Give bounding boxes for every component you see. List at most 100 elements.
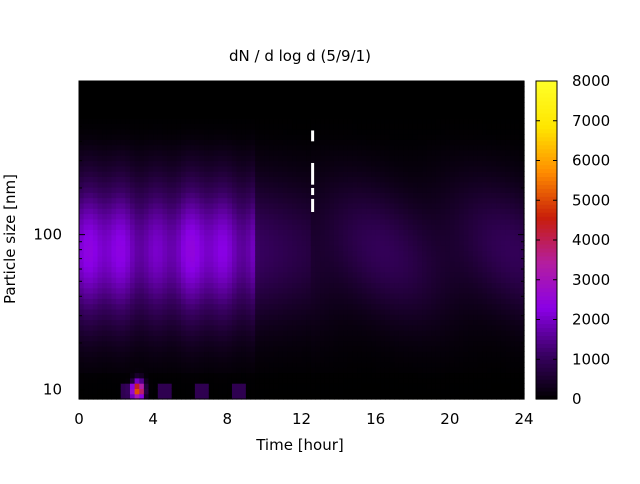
heatmap-cell <box>190 245 196 252</box>
heatmap-cell <box>320 234 326 241</box>
heatmap-cell <box>213 351 219 358</box>
heatmap-cell <box>162 340 168 347</box>
heatmap-cell <box>417 377 423 384</box>
heatmap-cell <box>389 240 395 246</box>
heatmap-cell <box>273 271 279 278</box>
heatmap-cell <box>324 139 330 146</box>
heatmap-cell <box>338 192 344 199</box>
heatmap-cell <box>218 91 224 98</box>
heatmap-cell <box>102 176 108 183</box>
heatmap-cell <box>157 213 164 220</box>
heatmap-cell <box>306 314 312 321</box>
heatmap-cell <box>255 171 261 177</box>
heatmap-cell <box>185 192 191 199</box>
heatmap-cell <box>352 91 358 98</box>
heatmap-cell <box>199 208 205 215</box>
heatmap-cell <box>106 192 113 199</box>
heatmap-cell <box>213 250 219 257</box>
heatmap-cell <box>218 330 224 336</box>
heatmap-cell <box>282 356 289 363</box>
heatmap-cell <box>236 181 242 188</box>
heatmap-cell <box>278 250 284 257</box>
heatmap-cell <box>241 81 247 87</box>
heatmap-cell <box>389 91 395 98</box>
heatmap-cell <box>153 91 159 98</box>
heatmap-cell <box>287 314 293 321</box>
heatmap-cell <box>129 176 136 183</box>
heatmap-cell <box>426 330 432 336</box>
heatmap-cell <box>218 319 224 326</box>
heatmap-cell <box>153 314 159 321</box>
heatmap-cell <box>375 240 381 246</box>
heatmap-cell <box>129 372 136 379</box>
heatmap-cell <box>459 303 465 310</box>
heatmap-cell <box>449 261 456 268</box>
heatmap-cell <box>97 377 103 384</box>
heatmap-cell <box>143 229 150 236</box>
heatmap-cell <box>287 197 293 204</box>
heatmap-cell <box>292 303 298 310</box>
heatmap-cell <box>245 298 252 305</box>
heatmap-cell <box>357 271 363 278</box>
heatmap-cell <box>329 277 335 283</box>
heatmap-cell <box>347 218 354 225</box>
heatmap-cell <box>129 261 136 268</box>
heatmap-cell <box>389 197 395 204</box>
heatmap-cell <box>301 171 307 177</box>
heatmap-cell <box>106 271 113 278</box>
heatmap-cell <box>231 149 238 156</box>
heatmap-cell <box>129 377 136 384</box>
heatmap-cell <box>320 213 326 220</box>
heatmap-cell <box>185 293 191 299</box>
heatmap-cell <box>111 314 117 321</box>
heatmap-cell <box>157 96 164 103</box>
heatmap-cell <box>250 171 256 177</box>
heatmap-cell <box>361 293 367 299</box>
heatmap-cell <box>208 202 215 209</box>
heatmap-cell <box>106 308 113 315</box>
heatmap-cell <box>459 319 465 326</box>
heatmap-cell <box>333 123 340 130</box>
heatmap-cell <box>199 361 205 368</box>
heatmap-cell <box>301 112 307 119</box>
heatmap-cell <box>231 377 238 384</box>
heatmap-cell <box>148 266 154 273</box>
heatmap-cell <box>134 123 140 130</box>
heatmap-cell <box>333 303 340 310</box>
heatmap-cell <box>384 160 391 167</box>
heatmap-cell <box>431 319 437 326</box>
heatmap-cell <box>273 218 279 225</box>
heatmap-cell <box>371 388 377 395</box>
heatmap-cell <box>190 123 196 130</box>
heatmap-cell <box>227 335 233 342</box>
heatmap-cell <box>273 118 279 124</box>
heatmap-cell <box>445 208 451 215</box>
heatmap-cell <box>324 123 330 130</box>
heatmap-cell <box>445 81 451 87</box>
heatmap-cell <box>329 266 335 273</box>
heatmap-cell <box>329 218 335 225</box>
heatmap-cell <box>361 356 367 363</box>
heatmap-cell <box>134 367 140 374</box>
heatmap-cell <box>389 245 395 252</box>
heatmap-cell <box>106 388 113 395</box>
heatmap-cell <box>218 367 224 374</box>
heatmap-cell <box>264 118 270 124</box>
heatmap-cell <box>143 112 150 119</box>
heatmap-cell <box>116 308 122 315</box>
heatmap-cell <box>454 388 460 395</box>
heatmap-cell <box>459 351 465 358</box>
heatmap-cell <box>167 202 173 209</box>
heatmap-cell <box>199 255 205 262</box>
heatmap-cell <box>329 314 335 321</box>
heatmap-cell <box>236 303 242 310</box>
heatmap-cell <box>162 91 168 98</box>
heatmap-cell <box>213 96 219 103</box>
heatmap-cell <box>227 361 233 368</box>
heatmap-cell <box>417 293 423 299</box>
heatmap-cell <box>204 303 210 310</box>
heatmap-cell <box>310 91 317 98</box>
heatmap-cell <box>380 250 386 257</box>
heatmap-cell <box>106 372 113 379</box>
heatmap-cell <box>366 319 372 326</box>
